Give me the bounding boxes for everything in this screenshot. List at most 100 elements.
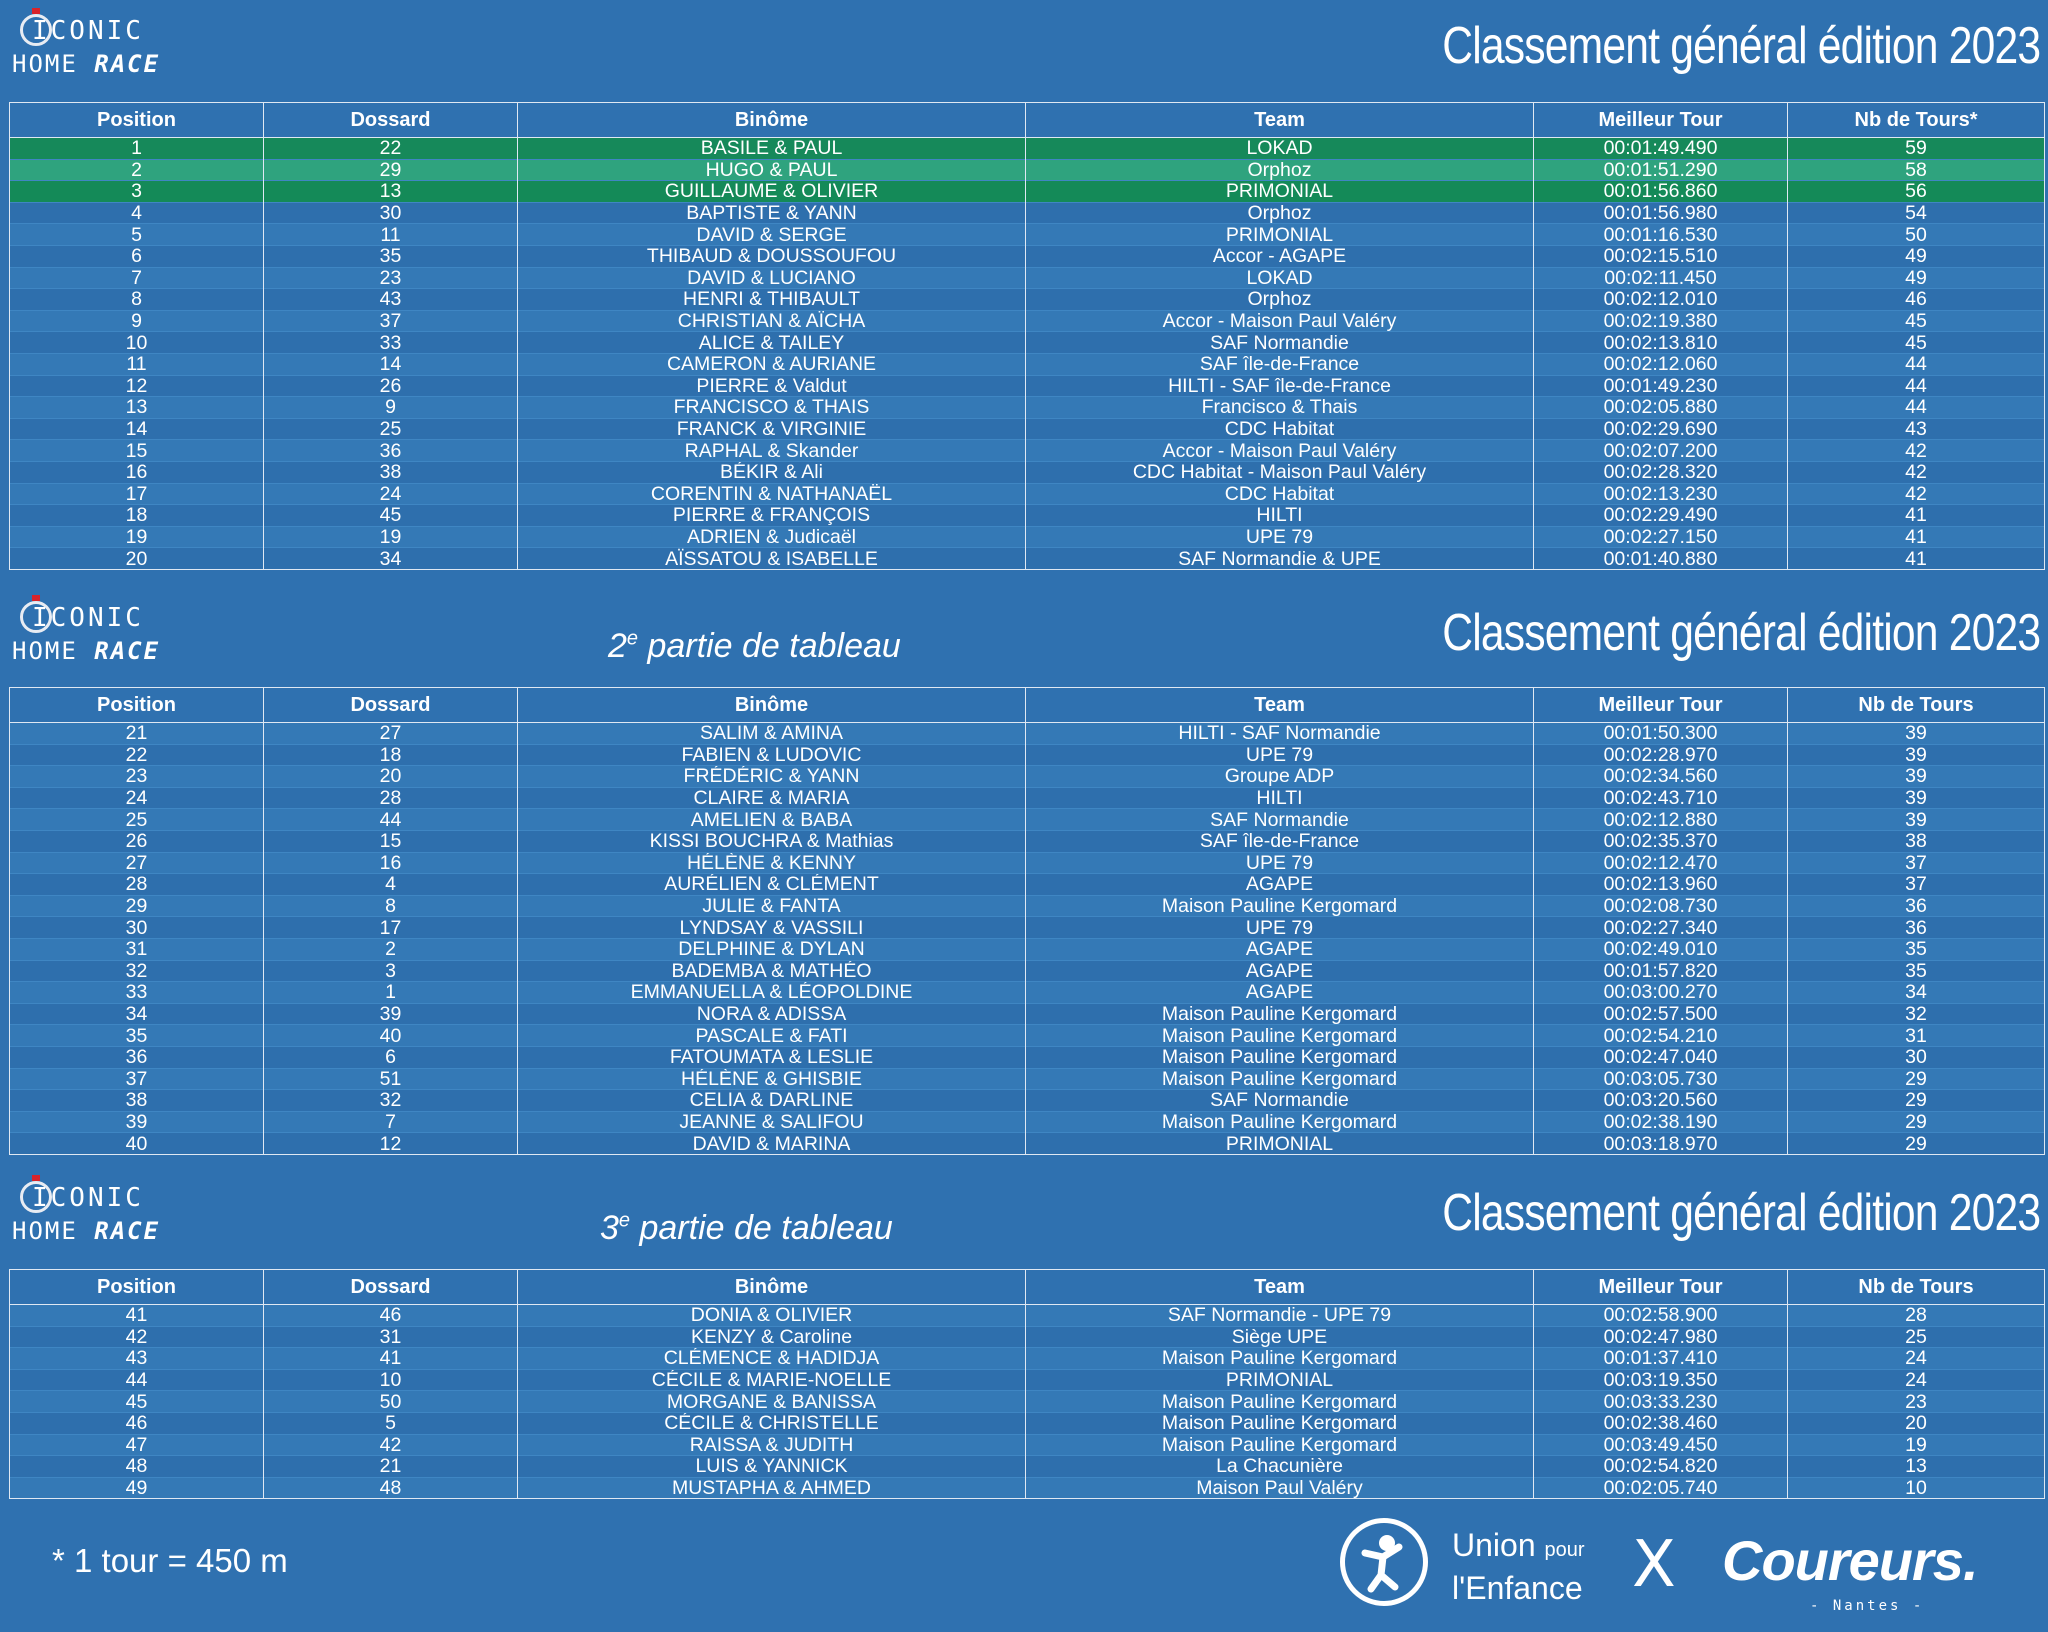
table-row: 38 32 CELIA & DARLINE SAF Normandie 00:03:20… bbox=[9, 1089, 2045, 1112]
cell-position: 44 bbox=[9, 1369, 264, 1391]
col-dossard: Dossard bbox=[263, 687, 518, 723]
cell-binome: SALIM & AMINA bbox=[517, 722, 1026, 745]
cell-team: Maison Pauline Kergomard bbox=[1025, 895, 1534, 917]
cell-binome: FABIEN & LUDOVIC bbox=[517, 744, 1026, 766]
union-pour-enfance-logo-icon bbox=[1340, 1518, 1428, 1606]
part-subtitle: 3e partie de tableau bbox=[600, 1209, 893, 1247]
cell-dossard: 8 bbox=[263, 895, 518, 917]
cell-dossard: 19 bbox=[263, 526, 518, 548]
iconic-home-race-logo: ICONIC HOME RACE bbox=[10, 1175, 160, 1255]
cell-dossard: 32 bbox=[263, 1089, 518, 1112]
cell-dossard: 15 bbox=[263, 830, 518, 853]
cell-dossard: 42 bbox=[263, 1434, 518, 1456]
cell-binome: BADEMBA & MATHÉO bbox=[517, 960, 1026, 982]
cell-nb-tours: 32 bbox=[1787, 1003, 2045, 1025]
cell-binome: KENZY & Caroline bbox=[517, 1326, 1026, 1348]
col-position: Position bbox=[9, 1269, 264, 1305]
cell-position: 35 bbox=[9, 1024, 264, 1047]
table-row: 16 38 BÉKIR & Ali CDC Habitat - Maison Paul… bbox=[9, 461, 2045, 483]
table-row: 11 14 CAMERON & AURIANE SAF île-de-France 00… bbox=[9, 353, 2045, 376]
table-row: 26 15 KISSI BOUCHRA & Mathias SAF île-de-Fr… bbox=[9, 830, 2045, 853]
cell-position: 1 bbox=[9, 137, 264, 160]
cell-position: 38 bbox=[9, 1089, 264, 1112]
child-figure-icon bbox=[1361, 1535, 1403, 1593]
cell-position: 12 bbox=[9, 375, 264, 397]
cell-position: 30 bbox=[9, 916, 264, 939]
cell-nb-tours: 42 bbox=[1787, 439, 2045, 462]
cell-nb-tours: 29 bbox=[1787, 1068, 2045, 1090]
cell-nb-tours: 19 bbox=[1787, 1434, 2045, 1456]
cell-position: 42 bbox=[9, 1326, 264, 1348]
cell-nb-tours: 29 bbox=[1787, 1132, 2045, 1155]
cell-meilleur-tour: 00:02:05.740 bbox=[1533, 1477, 1788, 1500]
table-row: 14 25 FRANCK & VIRGINIE CDC Habitat 00:02:29… bbox=[9, 418, 2045, 440]
cell-binome: DAVID & LUCIANO bbox=[517, 267, 1026, 289]
cell-team: SAF île-de-France bbox=[1025, 830, 1534, 853]
cell-nb-tours: 59 bbox=[1787, 137, 2045, 160]
cell-meilleur-tour: 00:02:29.490 bbox=[1533, 504, 1788, 527]
cell-nb-tours: 42 bbox=[1787, 461, 2045, 483]
cell-position: 2 bbox=[9, 159, 264, 181]
logo-top-text: ICONIC bbox=[32, 1183, 144, 1213]
cell-binome: CAMERON & AURIANE bbox=[517, 353, 1026, 376]
cell-meilleur-tour: 00:02:54.210 bbox=[1533, 1024, 1788, 1047]
cell-meilleur-tour: 00:02:57.500 bbox=[1533, 1003, 1788, 1025]
col-binome: Binôme bbox=[517, 1269, 1026, 1305]
cell-meilleur-tour: 00:02:07.200 bbox=[1533, 439, 1788, 462]
cell-binome: MORGANE & BANISSA bbox=[517, 1390, 1026, 1413]
cell-nb-tours: 41 bbox=[1787, 526, 2045, 548]
cell-binome: DAVID & MARINA bbox=[517, 1132, 1026, 1155]
cell-team: Orphoz bbox=[1025, 159, 1534, 181]
part-subtitle: 2e partie de tableau bbox=[608, 627, 901, 665]
cell-meilleur-tour: 00:02:11.450 bbox=[1533, 267, 1788, 289]
cell-position: 25 bbox=[9, 808, 264, 831]
cell-dossard: 24 bbox=[263, 483, 518, 505]
cell-binome: FRANCISCO & THAIS bbox=[517, 396, 1026, 419]
ranking-table-3: Position Dossard Binôme Team Meilleur To… bbox=[9, 1269, 2045, 1500]
cell-binome: CELIA & DARLINE bbox=[517, 1089, 1026, 1112]
table-row: 22 18 FABIEN & LUDOVIC UPE 79 00:02:28.970 39 bbox=[9, 744, 2045, 766]
cell-team: CDC Habitat bbox=[1025, 483, 1534, 505]
cell-team: CDC Habitat - Maison Paul Valéry bbox=[1025, 461, 1534, 483]
cell-dossard: 3 bbox=[263, 960, 518, 982]
table-row: 40 12 DAVID & MARINA PRIMONIAL 00:03:18.970 2… bbox=[9, 1132, 2045, 1155]
cell-binome: ALICE & TAILEY bbox=[517, 331, 1026, 354]
cell-meilleur-tour: 00:01:49.230 bbox=[1533, 375, 1788, 397]
cell-dossard: 22 bbox=[263, 137, 518, 160]
table-row: 48 21 LUIS & YANNICK La Chacunière 00:02:54.… bbox=[9, 1455, 2045, 1478]
cell-dossard: 35 bbox=[263, 245, 518, 268]
cell-binome: AMELIEN & BABA bbox=[517, 808, 1026, 831]
cell-nb-tours: 37 bbox=[1787, 873, 2045, 896]
table-row: 19 19 ADRIEN & Judicaël UPE 79 00:02:27.150 4… bbox=[9, 526, 2045, 548]
cell-team: SAF Normandie bbox=[1025, 808, 1534, 831]
cell-position: 29 bbox=[9, 895, 264, 917]
cell-nb-tours: 25 bbox=[1787, 1326, 2045, 1348]
table-row: 31 2 DELPHINE & DYLAN AGAPE 00:02:49.010 35 bbox=[9, 938, 2045, 961]
cell-binome: DONIA & OLIVIER bbox=[517, 1304, 1026, 1327]
cell-position: 33 bbox=[9, 981, 264, 1004]
cell-team: Maison Pauline Kergomard bbox=[1025, 1003, 1534, 1025]
cell-dossard: 30 bbox=[263, 202, 518, 224]
cell-dossard: 37 bbox=[263, 310, 518, 332]
cell-position: 40 bbox=[9, 1132, 264, 1155]
col-nb-tours: Nb de Tours bbox=[1787, 687, 2045, 723]
cell-binome: PASCALE & FATI bbox=[517, 1024, 1026, 1047]
cell-dossard: 36 bbox=[263, 439, 518, 462]
cell-team: SAF Normandie bbox=[1025, 1089, 1534, 1112]
logo-bottom-text: HOME RACE bbox=[12, 1217, 161, 1245]
cell-meilleur-tour: 00:02:38.190 bbox=[1533, 1111, 1788, 1133]
col-dossard: Dossard bbox=[263, 102, 518, 138]
table-row: 36 6 FATOUMATA & LESLIE Maison Pauline Kerg… bbox=[9, 1046, 2045, 1068]
cell-meilleur-tour: 00:02:15.510 bbox=[1533, 245, 1788, 268]
cell-team: Maison Pauline Kergomard bbox=[1025, 1046, 1534, 1068]
cell-dossard: 4 bbox=[263, 873, 518, 896]
cell-meilleur-tour: 00:02:43.710 bbox=[1533, 787, 1788, 809]
cell-position: 45 bbox=[9, 1390, 264, 1413]
cell-meilleur-tour: 00:02:12.010 bbox=[1533, 288, 1788, 311]
cell-position: 7 bbox=[9, 267, 264, 289]
stopwatch-stem-icon bbox=[32, 595, 40, 601]
cell-binome: EMMANUELLA & LÉOPOLDINE bbox=[517, 981, 1026, 1004]
cell-dossard: 27 bbox=[263, 722, 518, 745]
table-row: 9 37 CHRISTIAN & AÏCHA Accor - Maison Paul … bbox=[9, 310, 2045, 332]
cell-nb-tours: 35 bbox=[1787, 938, 2045, 961]
